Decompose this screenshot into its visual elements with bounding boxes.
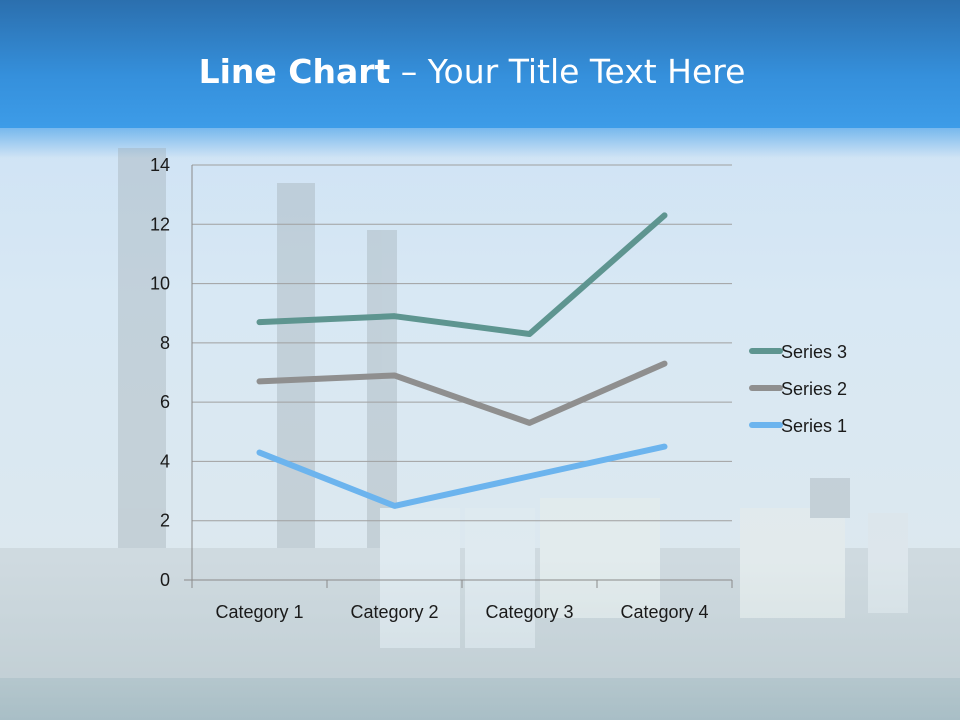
title-bar bbox=[0, 0, 960, 128]
title-bold: Line Chart bbox=[198, 52, 391, 91]
y-tick-label: 10 bbox=[150, 274, 170, 294]
title-bar-fade bbox=[0, 128, 960, 158]
legend-label: Series 2 bbox=[781, 379, 847, 399]
industrial-background-image bbox=[0, 148, 960, 720]
y-tick-label: 2 bbox=[160, 511, 170, 531]
series-line-3 bbox=[256, 212, 668, 337]
y-tick-label: 8 bbox=[160, 333, 170, 353]
y-tick-label: 12 bbox=[150, 214, 170, 234]
slide-title: Line Chart – Your Title Text Here bbox=[0, 52, 944, 91]
x-tick-label: Category 1 bbox=[215, 602, 303, 622]
x-tick-label: Category 2 bbox=[350, 602, 438, 622]
y-tick-label: 0 bbox=[160, 570, 170, 590]
series-line-1 bbox=[256, 443, 668, 509]
title-rest: – Your Title Text Here bbox=[390, 52, 746, 91]
y-tick-label: 6 bbox=[160, 392, 170, 412]
legend-label: Series 1 bbox=[781, 416, 847, 436]
legend-label: Series 3 bbox=[781, 342, 847, 362]
x-tick-label: Category 3 bbox=[485, 602, 573, 622]
y-tick-label: 14 bbox=[150, 155, 170, 175]
x-tick-label: Category 4 bbox=[620, 602, 708, 622]
y-tick-label: 4 bbox=[160, 451, 170, 471]
series-line-2 bbox=[256, 360, 668, 426]
